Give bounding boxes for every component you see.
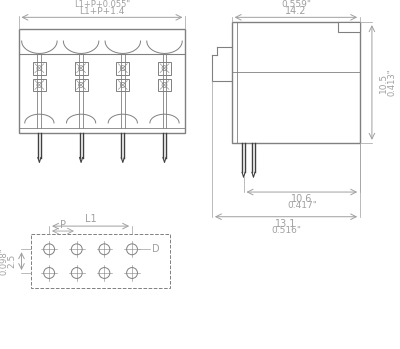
- Text: 0.417": 0.417": [287, 201, 317, 210]
- Text: P: P: [60, 220, 66, 230]
- Bar: [116, 79, 129, 91]
- Text: 0.559": 0.559": [281, 0, 311, 9]
- Text: 0.098": 0.098": [0, 247, 8, 275]
- Bar: [158, 79, 171, 91]
- Bar: [33, 62, 46, 75]
- Text: 0.516": 0.516": [271, 226, 301, 235]
- Bar: [116, 62, 129, 75]
- Bar: [158, 62, 171, 75]
- Bar: [33, 79, 46, 91]
- Bar: [232, 22, 360, 143]
- Text: L1+P+1.4: L1+P+1.4: [79, 7, 125, 16]
- Text: 13.1: 13.1: [275, 218, 297, 229]
- Bar: [75, 62, 88, 75]
- Bar: [31, 234, 170, 288]
- Bar: [18, 29, 185, 133]
- Text: 14.2: 14.2: [285, 6, 307, 16]
- Text: L1+P+0.055": L1+P+0.055": [74, 0, 130, 9]
- Text: 2.5: 2.5: [7, 254, 16, 268]
- Text: D: D: [152, 244, 160, 254]
- Bar: [338, 22, 360, 32]
- Text: 10.5: 10.5: [379, 73, 388, 92]
- Text: 0.413": 0.413": [387, 69, 396, 96]
- Text: L1: L1: [85, 214, 96, 224]
- Text: 10.6: 10.6: [291, 194, 312, 204]
- Bar: [75, 79, 88, 91]
